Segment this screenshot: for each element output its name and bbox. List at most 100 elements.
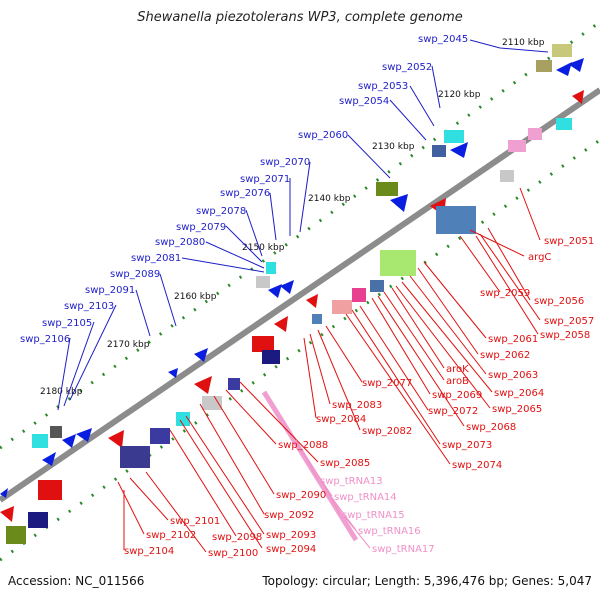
- genome-summary-text: Topology: circular; Length: 5,396,476 bp…: [262, 574, 592, 588]
- trna-label-13: swp_tRNA13: [320, 476, 383, 487]
- gene-feature: [552, 44, 572, 57]
- gene-label-swp-2077: swp_2077: [362, 378, 412, 389]
- gene-feature: [176, 412, 190, 426]
- gene-feature: [42, 452, 56, 466]
- gene-label-swp-2063: swp_2063: [488, 370, 538, 381]
- gene-feature: [280, 280, 294, 294]
- gene-feature: [568, 58, 584, 72]
- gene-feature: [556, 118, 572, 130]
- gene-feature: [38, 480, 62, 500]
- gene-feature: [262, 350, 280, 364]
- gene-label-swp-2064: swp_2064: [494, 388, 544, 399]
- gene-label-swp-2092: swp_2092: [264, 510, 314, 521]
- gene-label-aroB: aroB: [446, 376, 469, 387]
- gene-feature: [256, 276, 270, 288]
- gene-label-swp-2100: swp_2100: [208, 548, 258, 559]
- gene-feature: [432, 145, 446, 157]
- kbp-label-2150: 2150 kbp: [242, 243, 285, 253]
- gene-feature: [228, 378, 240, 390]
- gene-feature: [252, 336, 274, 352]
- gene-label-swp-2076: swp_2076: [220, 188, 270, 199]
- trna-label-14: swp_tRNA14: [334, 492, 397, 503]
- gene-feature: [444, 130, 464, 143]
- trna-leader-lines: [295, 439, 371, 549]
- gene-feature: [0, 488, 8, 498]
- gene-label-swp-2106: swp_2106: [20, 334, 70, 345]
- gene-label-swp-2078: swp_2078: [196, 206, 246, 217]
- gene-label-swp-2070: swp_2070: [260, 157, 310, 168]
- gene-label-swp-2071: swp_2071: [240, 174, 290, 185]
- gene-label-swp-2102: swp_2102: [146, 530, 196, 541]
- trna-label-17: swp_tRNA17: [372, 544, 435, 555]
- gene-label-swp-2104: swp_2104: [124, 546, 174, 557]
- gene-label-swp-2069: swp_2069: [432, 390, 482, 401]
- upper-features: [0, 44, 584, 498]
- gene-label-swp-2085: swp_2085: [320, 458, 370, 469]
- gene-label-swp-2093: swp_2093: [266, 530, 316, 541]
- gene-feature: [268, 284, 282, 298]
- gene-feature: [536, 60, 552, 72]
- gene-feature: [380, 250, 416, 276]
- gene-label-swp-2053: swp_2053: [358, 81, 408, 92]
- kbp-label-2170: 2170 kbp: [107, 340, 150, 350]
- gene-label-aroK: aroK: [446, 364, 469, 375]
- gene-label-swp-2082: swp_2082: [362, 426, 412, 437]
- gene-label-swp-2094: swp_2094: [266, 544, 316, 555]
- gene-label-swp-2090: swp_2090: [276, 490, 326, 501]
- gene-label-swp-2088: swp_2088: [278, 440, 328, 451]
- gene-feature: [28, 512, 48, 528]
- gene-feature: [390, 194, 408, 212]
- gene-feature: [556, 62, 572, 76]
- outer-tick-track: [0, 20, 600, 450]
- gene-feature: [120, 446, 150, 468]
- gene-feature: [508, 140, 526, 152]
- gene-feature: [108, 430, 124, 448]
- upper-leader-lines: [57, 39, 549, 411]
- gene-feature: [352, 288, 366, 302]
- gene-label-swp-2103: swp_2103: [64, 301, 114, 312]
- gene-feature: [32, 434, 48, 448]
- gene-feature: [312, 314, 322, 324]
- gene-feature: [376, 182, 398, 196]
- gene-label-swp-2045: swp_2045: [418, 34, 468, 45]
- gene-label-swp-2081: swp_2081: [131, 253, 181, 264]
- gene-label-swp-2060: swp_2060: [298, 130, 348, 141]
- gene-feature: [50, 426, 62, 438]
- kbp-label-2130: 2130 kbp: [372, 142, 415, 152]
- gene-label-swp-2052: swp_2052: [382, 62, 432, 73]
- accession-text: Accession: NC_011566: [8, 574, 145, 588]
- gene-label-swp-2083: swp_2083: [332, 400, 382, 411]
- gene-feature: [6, 526, 26, 544]
- kbp-label-2140: 2140 kbp: [308, 194, 351, 204]
- gene-feature: [62, 434, 76, 448]
- trna-label-16: swp_tRNA16: [358, 526, 421, 537]
- kbp-label-2120: 2120 kbp: [438, 90, 481, 100]
- gene-feature: [274, 316, 288, 332]
- gene-feature: [500, 170, 514, 182]
- gene-label-swp-2068: swp_2068: [466, 422, 516, 433]
- kbp-label-2160: 2160 kbp: [174, 292, 217, 302]
- gene-label-swp-2084: swp_2084: [316, 414, 366, 425]
- gene-label-swp-2074: swp_2074: [452, 460, 502, 471]
- gene-label-swp-2091: swp_2091: [85, 285, 135, 296]
- gene-feature: [150, 428, 170, 444]
- gene-label-swp-2057: swp_2057: [544, 316, 594, 327]
- kbp-label-2110: 2110 kbp: [502, 38, 545, 48]
- gene-feature: [76, 428, 92, 442]
- gene-feature: [370, 280, 384, 292]
- gene-feature: [450, 142, 468, 158]
- gene-label-swp-2065: swp_2065: [492, 404, 542, 415]
- gene-label-swp-2058: swp_2058: [540, 330, 590, 341]
- gene-label-swp-2089: swp_2089: [110, 269, 160, 280]
- gene-feature: [0, 506, 14, 522]
- gene-feature: [194, 376, 212, 394]
- genome-backbone: [0, 87, 600, 503]
- gene-label-swp-2079: swp_2079: [176, 222, 226, 233]
- trna-label-15: swp_tRNA15: [342, 510, 405, 521]
- gene-label-swp-2101: swp_2101: [170, 516, 220, 527]
- gene-label-swp-2054: swp_2054: [339, 96, 389, 107]
- gene-label-swp-2059: swp_2059: [480, 288, 530, 299]
- gene-label-argC: argC: [528, 252, 551, 263]
- gene-label-swp-2061: swp_2061: [488, 334, 538, 345]
